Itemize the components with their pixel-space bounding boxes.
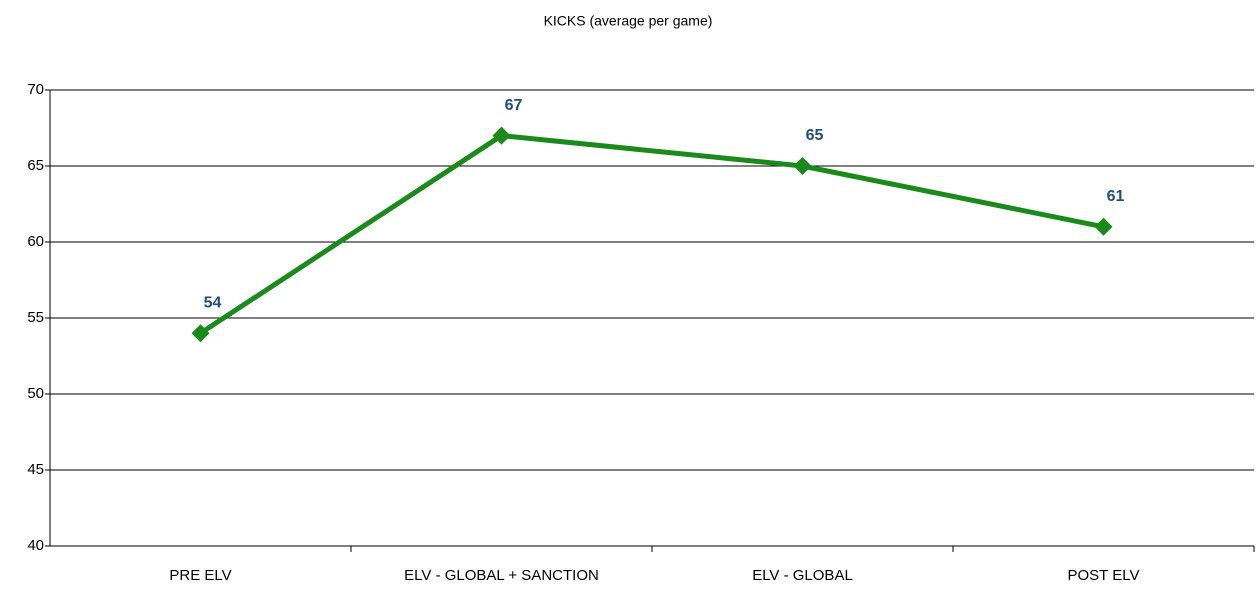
marker [793,157,812,175]
y-tick-label: 55 [27,309,44,326]
x-tick-label: ELV - GLOBAL [752,567,853,584]
y-tick-label: 70 [27,81,44,98]
x-tick-label: POST ELV [1068,567,1140,584]
marker [1094,217,1113,236]
data-label: 54 [204,294,222,311]
line [199,133,1104,336]
y-tick-label: 50 [27,385,44,402]
y-tick-label: 45 [27,461,44,478]
marker [191,324,210,343]
chart-title: KICKS (average per game) [544,13,713,29]
x-tick-label: ELV - GLOBAL + SANCTION [404,567,599,584]
y-tick-label: 40 [27,537,44,554]
data-label: 65 [806,127,824,144]
x-tick-label: PRE ELV [169,567,231,584]
marker [492,126,511,145]
y-tick-label: 65 [27,157,44,174]
y-tick-label: 60 [27,233,44,250]
data-label: 67 [505,97,523,114]
data-label: 61 [1107,188,1125,205]
